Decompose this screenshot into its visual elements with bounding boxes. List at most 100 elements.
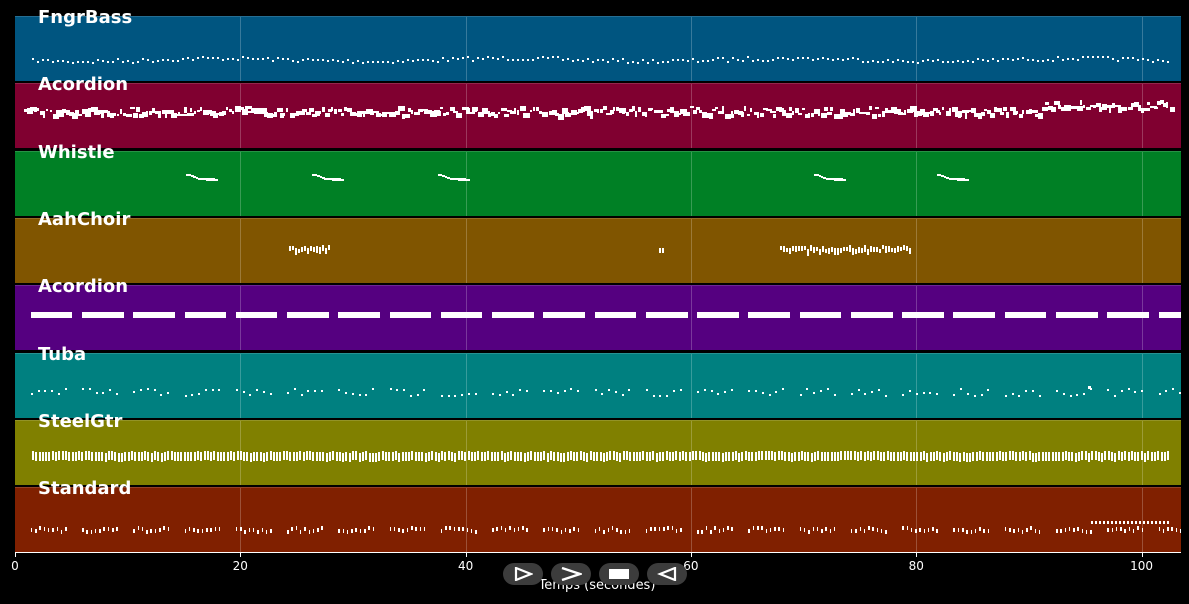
note [306, 58, 309, 60]
note [407, 107, 412, 112]
note [961, 110, 969, 114]
note [276, 107, 283, 113]
note [68, 452, 71, 462]
note [1167, 451, 1170, 461]
note [97, 451, 100, 461]
note [850, 393, 853, 396]
note [434, 451, 437, 461]
note [730, 389, 733, 392]
note [146, 529, 148, 534]
note [1073, 527, 1075, 532]
note [447, 395, 450, 398]
play-button[interactable] [503, 563, 543, 585]
note [249, 394, 252, 397]
note [850, 451, 853, 461]
note [855, 528, 857, 533]
note [465, 108, 471, 114]
note [1048, 451, 1051, 461]
note [248, 527, 251, 532]
note [161, 59, 164, 62]
note [406, 59, 409, 61]
gridline [916, 488, 918, 553]
note [242, 390, 245, 393]
note [626, 61, 629, 64]
note [872, 527, 874, 532]
x-tick-label: 100 [1130, 559, 1154, 573]
note [151, 108, 155, 113]
note [983, 109, 988, 112]
note [993, 107, 997, 113]
note [94, 451, 97, 461]
note [30, 392, 33, 395]
note [718, 110, 724, 114]
note [200, 177, 204, 180]
note [710, 389, 713, 392]
note [134, 451, 137, 461]
note [836, 248, 839, 255]
note [1158, 521, 1161, 525]
note [1004, 395, 1007, 398]
note [481, 107, 489, 114]
note [683, 112, 690, 116]
track-lane [15, 285, 1181, 351]
note [1091, 55, 1094, 58]
forward-button[interactable] [551, 563, 591, 585]
note [738, 452, 741, 462]
note [203, 177, 206, 180]
note [592, 452, 595, 462]
note [1031, 59, 1034, 62]
note [30, 528, 33, 533]
note [49, 109, 52, 113]
x-tick [15, 552, 16, 557]
note [1102, 103, 1107, 110]
note [903, 110, 907, 115]
note [667, 526, 669, 531]
note [967, 109, 973, 112]
note [246, 452, 249, 462]
note [401, 60, 404, 63]
stop-button[interactable] [599, 563, 639, 585]
note [334, 109, 337, 114]
note [956, 60, 959, 63]
note [866, 248, 869, 256]
note [902, 526, 904, 531]
rewind-button[interactable] [647, 563, 687, 585]
note [351, 528, 353, 533]
note [517, 526, 520, 531]
note [513, 451, 516, 461]
note [167, 391, 170, 394]
note [1089, 105, 1095, 108]
note [449, 177, 452, 180]
note [460, 450, 463, 460]
gridline [690, 286, 692, 351]
note [865, 112, 870, 115]
note [235, 312, 278, 319]
note [1136, 59, 1139, 62]
note [1090, 521, 1093, 525]
note [309, 451, 312, 461]
note [1087, 385, 1091, 389]
gridline [1141, 218, 1143, 283]
note [761, 526, 763, 531]
note [1028, 451, 1031, 461]
note [480, 451, 483, 461]
note [799, 312, 842, 319]
note [624, 529, 627, 534]
note [1162, 521, 1165, 525]
note [1079, 100, 1083, 105]
gridline [465, 488, 467, 553]
track-name: AahChoir [38, 208, 131, 230]
note [147, 452, 150, 462]
note [119, 109, 122, 115]
note [621, 58, 624, 61]
note [1045, 452, 1047, 462]
note [206, 178, 219, 181]
note [787, 452, 790, 462]
note [550, 390, 553, 393]
note [706, 60, 709, 63]
note [193, 451, 196, 461]
note [801, 56, 804, 59]
note [1128, 526, 1131, 531]
note [785, 112, 793, 119]
note [716, 57, 719, 60]
